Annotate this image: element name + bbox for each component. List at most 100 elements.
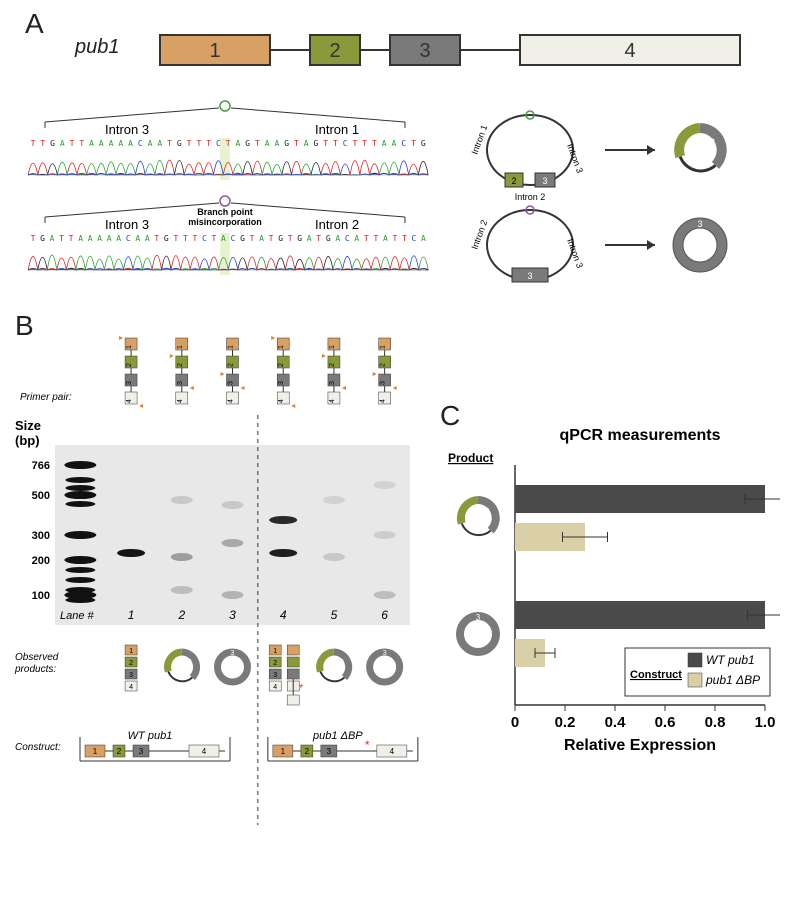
svg-text:T: T [196,139,201,148]
svg-text:Intron 1: Intron 1 [315,122,359,137]
svg-text:T: T [79,139,84,148]
svg-text:*: * [365,738,370,752]
svg-text:A: A [335,234,340,243]
svg-text:4: 4 [202,747,207,756]
svg-text:G: G [421,139,426,148]
svg-text:T: T [167,139,172,148]
svg-text:C: C [345,234,350,243]
svg-text:4: 4 [380,399,387,403]
svg-text:Lane #: Lane # [60,610,95,622]
svg-text:T: T [212,234,217,243]
svg-text:G: G [284,139,289,148]
svg-text:3: 3 [527,271,532,281]
svg-text:1: 1 [93,747,98,756]
svg-text:2: 2 [469,507,474,516]
svg-text:3: 3 [380,381,387,385]
svg-text:A: A [88,234,93,243]
svg-text:T: T [333,139,338,148]
svg-text:T: T [364,234,369,243]
svg-text:A: A [157,139,162,148]
svg-text:T: T [323,139,328,148]
svg-text:T: T [392,234,397,243]
svg-text:3: 3 [383,650,387,657]
svg-text:A: A [259,234,264,243]
svg-text:T: T [316,234,321,243]
svg-text:A: A [221,234,226,243]
svg-text:T: T [269,234,274,243]
svg-text:Intron 2: Intron 2 [315,217,359,232]
svg-text:A: A [145,234,150,243]
svg-text:pub1 ΔBP: pub1 ΔBP [705,673,760,687]
svg-text:G: G [278,234,283,243]
svg-text:1.0: 1.0 [755,714,776,731]
svg-text:Construct:: Construct: [15,742,61,753]
svg-text:1: 1 [380,345,387,349]
svg-text:C: C [216,139,221,148]
svg-text:G: G [177,139,182,148]
svg-text:A: A [99,139,104,148]
svg-text:T: T [255,139,260,148]
svg-text:1: 1 [126,345,133,349]
svg-text:T: T [59,234,64,243]
svg-text:A: A [148,139,153,148]
chromatogram-1: Intron 3Intron 1TTGATTAAAAACAATGTTTCTAGT… [25,100,445,190]
svg-text:A: A [421,234,426,243]
svg-text:3: 3 [476,613,481,622]
svg-text:1: 1 [177,345,184,349]
svg-text:Branch point: Branch point [197,207,253,217]
svg-text:Intron 3: Intron 3 [565,142,585,174]
svg-text:pub1 ΔBP: pub1 ΔBP [312,730,363,742]
svg-text:0.6: 0.6 [655,714,676,731]
loop-diagram-1: 23Intron 1Intron 2Intron 323 [460,100,770,200]
svg-text:G: G [40,234,45,243]
svg-text:Observed: Observed [15,652,59,663]
svg-text:2: 2 [278,363,285,367]
svg-text:2: 2 [380,363,387,367]
svg-text:2: 2 [228,363,235,367]
svg-text:766: 766 [32,460,50,472]
svg-text:2: 2 [129,660,133,667]
svg-text:C: C [412,234,417,243]
svg-text:2: 2 [177,363,184,367]
svg-text:Intron 3: Intron 3 [105,122,149,137]
svg-text:T: T [40,139,45,148]
svg-text:500: 500 [32,490,50,502]
svg-text:A: A [274,139,279,148]
svg-text:qPCR measurements: qPCR measurements [560,427,721,444]
svg-text:100: 100 [32,590,50,602]
svg-text:G: G [326,234,331,243]
svg-text:2: 2 [174,659,178,666]
svg-text:4: 4 [390,747,395,756]
svg-text:A: A [135,234,140,243]
svg-text:300: 300 [32,530,50,542]
svg-text:1: 1 [278,345,285,349]
svg-text:A: A [235,139,240,148]
svg-text:T: T [402,234,407,243]
svg-text:A: A [78,234,83,243]
svg-text:5: 5 [331,608,338,622]
svg-text:3: 3 [177,381,184,385]
svg-text:A: A [60,139,65,148]
svg-text:(bp): (bp) [15,433,40,448]
svg-text:T: T [183,234,188,243]
svg-text:T: T [294,139,299,148]
svg-text:G: G [297,234,302,243]
svg-text:3: 3 [129,672,133,679]
svg-text:3: 3 [139,747,144,756]
svg-text:A: A [50,234,55,243]
svg-text:3: 3 [278,381,285,385]
svg-text:0.2: 0.2 [555,714,576,731]
svg-text:2: 2 [326,659,330,666]
svg-text:A: A [392,139,397,148]
svg-text:misincorporation: misincorporation [188,217,262,227]
svg-text:6: 6 [381,608,388,622]
svg-text:3: 3 [126,381,133,385]
svg-text:C: C [231,234,236,243]
svg-text:A: A [89,139,94,148]
svg-text:A: A [97,234,102,243]
gene-structure: 1234 [10,25,770,85]
svg-text:T: T [206,139,211,148]
svg-text:3: 3 [419,40,430,62]
svg-text:Primer pair:: Primer pair: [20,392,72,403]
svg-text:A: A [128,139,133,148]
